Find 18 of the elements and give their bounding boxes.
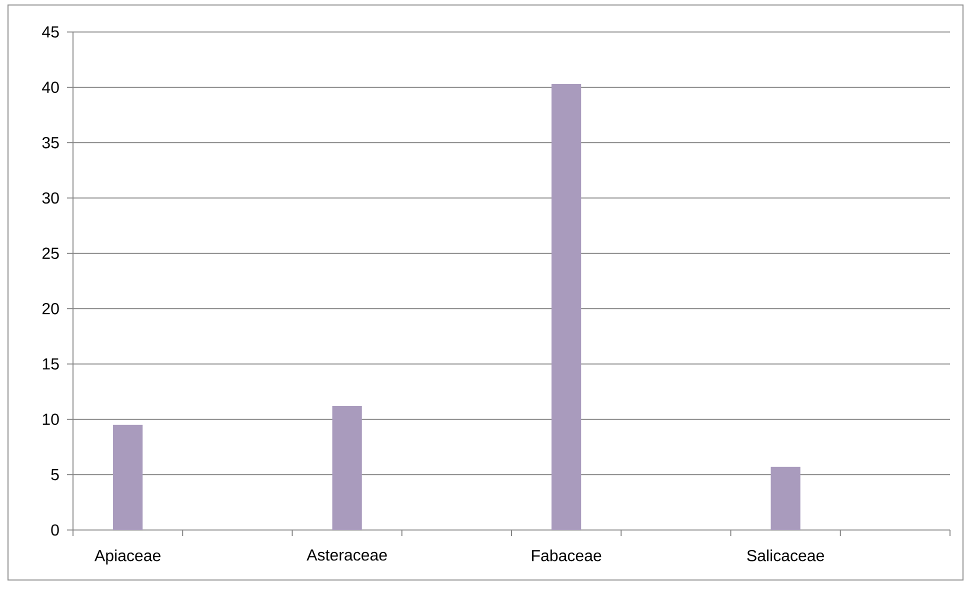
y-tick-label: 35 [42,136,59,148]
y-tick-label: 45 [42,26,59,38]
x-tick-label: Salicaceae [747,550,824,562]
x-tick-label: Asteraceae [306,550,387,561]
y-tick-label: 30 [42,192,59,204]
bar [113,424,143,530]
bar [770,466,800,530]
y-tick-label: 25 [42,248,59,259]
x-tick-label: Fabaceae [532,550,602,562]
y-tick-label: 40 [42,82,59,93]
y-tick-label: 15 [42,358,59,370]
y-tick-label: 20 [42,302,59,314]
x-tick-label: Apiaceae [94,550,160,564]
y-tick-label: 5 [51,469,59,480]
bar [552,84,582,530]
y-tick-label: 0 [51,524,59,536]
y-tick-label: 10 [42,414,59,425]
bar [332,406,362,530]
